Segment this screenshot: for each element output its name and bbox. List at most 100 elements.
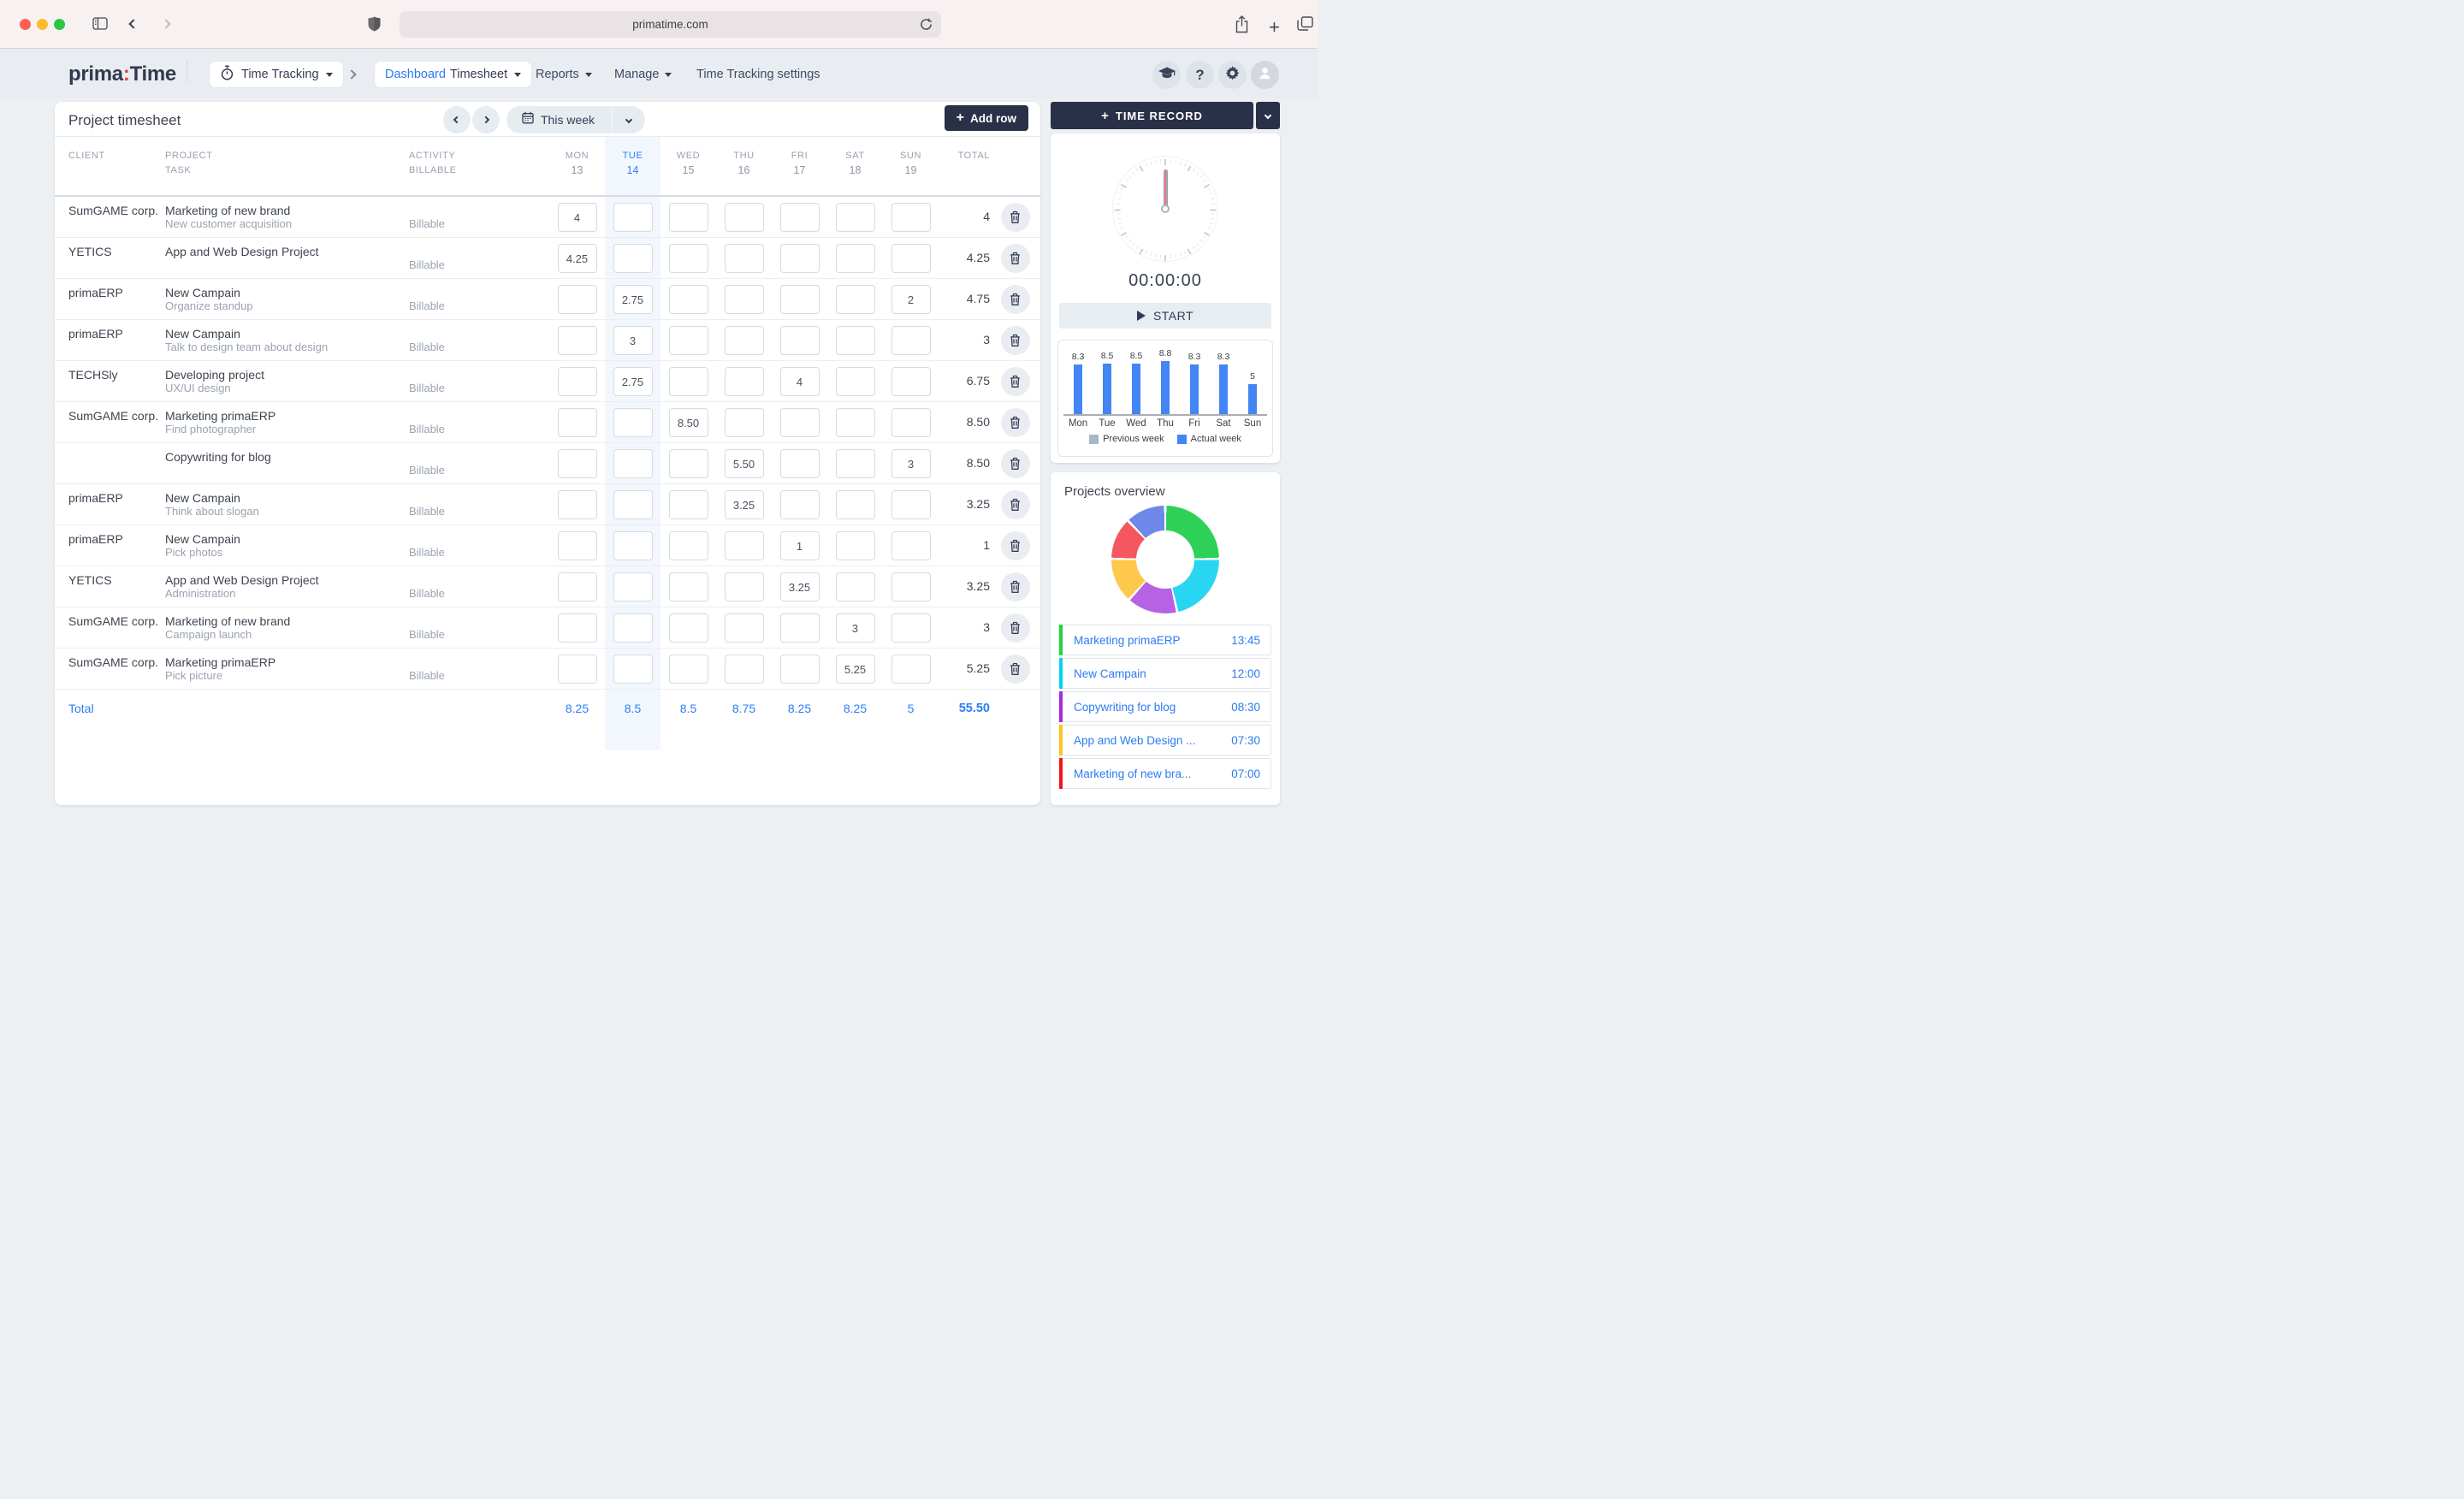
hours-input[interactable] [779, 408, 820, 437]
hours-input[interactable] [835, 490, 875, 519]
hours-input[interactable]: 4 [779, 367, 820, 396]
settings-button[interactable] [1218, 61, 1247, 89]
hours-input[interactable] [724, 367, 764, 396]
hours-input[interactable] [835, 572, 875, 601]
delete-row-button[interactable] [1000, 203, 1030, 232]
project-list-item[interactable]: Marketing of new bra... 07:00 [1059, 758, 1271, 789]
reload-icon[interactable] [920, 18, 933, 35]
hours-input[interactable] [724, 613, 764, 643]
day-header-wed[interactable]: WED 15 [676, 151, 701, 176]
dashboard-timesheet-button[interactable]: Dashboard Timesheet [374, 61, 533, 88]
hours-input[interactable] [724, 531, 764, 560]
hours-input[interactable] [779, 490, 820, 519]
hours-input[interactable]: 3 [891, 449, 931, 478]
hours-input[interactable] [891, 244, 931, 273]
hours-input[interactable] [779, 449, 820, 478]
hours-input[interactable] [613, 531, 653, 560]
hours-input[interactable]: 3 [835, 613, 875, 643]
nav-time-tracking-settings[interactable]: Time Tracking settings [696, 68, 820, 81]
delete-row-button[interactable] [1000, 408, 1030, 437]
day-header-mon[interactable]: MON 13 [565, 151, 589, 176]
hours-input[interactable] [724, 285, 764, 314]
time-record-dropdown[interactable] [1256, 102, 1280, 129]
delete-row-button[interactable] [1000, 613, 1030, 643]
delete-row-button[interactable] [1000, 531, 1030, 560]
hours-input[interactable] [779, 244, 820, 273]
hours-input[interactable] [835, 531, 875, 560]
forward-button[interactable] [161, 19, 171, 29]
new-tab-icon[interactable]: + [1269, 16, 1280, 38]
hours-input[interactable] [668, 326, 708, 355]
nav-reports[interactable]: Reports [536, 61, 592, 88]
hours-input[interactable] [557, 449, 597, 478]
hours-input[interactable]: 4 [557, 203, 597, 232]
hours-input[interactable]: 2.75 [613, 367, 653, 396]
hours-input[interactable] [613, 613, 653, 643]
day-header-thu[interactable]: THU 16 [733, 151, 755, 176]
hours-input[interactable] [724, 572, 764, 601]
hours-input[interactable] [557, 655, 597, 684]
hours-input[interactable] [613, 408, 653, 437]
hours-input[interactable] [613, 449, 653, 478]
previous-week-button[interactable] [443, 106, 471, 133]
delete-row-button[interactable] [1000, 490, 1030, 519]
hours-input[interactable] [668, 531, 708, 560]
next-week-button[interactable] [472, 106, 500, 133]
hours-input[interactable] [891, 531, 931, 560]
hours-input[interactable] [613, 490, 653, 519]
hours-input[interactable] [891, 490, 931, 519]
nav-manage[interactable]: Manage [614, 61, 672, 88]
hours-input[interactable] [557, 326, 597, 355]
hours-input[interactable] [891, 326, 931, 355]
hours-input[interactable] [891, 203, 931, 232]
delete-row-button[interactable] [1000, 285, 1030, 314]
window-minimize-button[interactable] [37, 19, 48, 30]
week-selector[interactable]: This week [506, 106, 646, 133]
academy-button[interactable] [1152, 61, 1181, 89]
hours-input[interactable]: 2 [891, 285, 931, 314]
back-button[interactable] [128, 19, 139, 29]
hours-input[interactable]: 5.50 [724, 449, 764, 478]
delete-row-button[interactable] [1000, 367, 1030, 396]
app-logo[interactable]: prima:Time [68, 62, 176, 86]
hours-input[interactable] [891, 613, 931, 643]
hours-input[interactable] [557, 408, 597, 437]
hours-input[interactable] [668, 449, 708, 478]
tab-overview-icon[interactable] [1297, 16, 1313, 31]
delete-row-button[interactable] [1000, 572, 1030, 601]
hours-input[interactable]: 8.50 [668, 408, 708, 437]
hours-input[interactable] [557, 613, 597, 643]
hours-input[interactable] [668, 572, 708, 601]
hours-input[interactable] [724, 408, 764, 437]
hours-input[interactable]: 1 [779, 531, 820, 560]
hours-input[interactable]: 3.25 [779, 572, 820, 601]
hours-input[interactable] [613, 244, 653, 273]
hours-input[interactable]: 4.25 [557, 244, 597, 273]
hours-input[interactable] [779, 613, 820, 643]
delete-row-button[interactable] [1000, 449, 1030, 478]
privacy-shield-icon[interactable] [368, 16, 381, 33]
hours-input[interactable] [557, 285, 597, 314]
start-button[interactable]: START [1059, 303, 1271, 329]
add-row-button[interactable]: + Add row [944, 105, 1028, 131]
hours-input[interactable] [891, 572, 931, 601]
hours-input[interactable] [557, 490, 597, 519]
hours-input[interactable] [724, 203, 764, 232]
hours-input[interactable] [891, 408, 931, 437]
day-header-sun[interactable]: SUN 19 [899, 151, 922, 176]
user-avatar[interactable] [1251, 61, 1279, 89]
hours-input[interactable] [779, 203, 820, 232]
hours-input[interactable] [835, 285, 875, 314]
day-header-sat[interactable]: SAT 18 [845, 151, 865, 176]
hours-input[interactable] [891, 367, 931, 396]
module-selector-button[interactable]: Time Tracking [209, 61, 344, 88]
share-icon[interactable] [1235, 15, 1249, 33]
project-list-item[interactable]: App and Web Design ... 07:30 [1059, 725, 1271, 755]
window-zoom-button[interactable] [54, 19, 65, 30]
hours-input[interactable] [779, 655, 820, 684]
hours-input[interactable] [668, 490, 708, 519]
hours-input[interactable] [835, 244, 875, 273]
day-header-fri[interactable]: FRI 17 [791, 151, 808, 176]
project-list-item[interactable]: Copywriting for blog 08:30 [1059, 691, 1271, 722]
hours-input[interactable] [557, 367, 597, 396]
